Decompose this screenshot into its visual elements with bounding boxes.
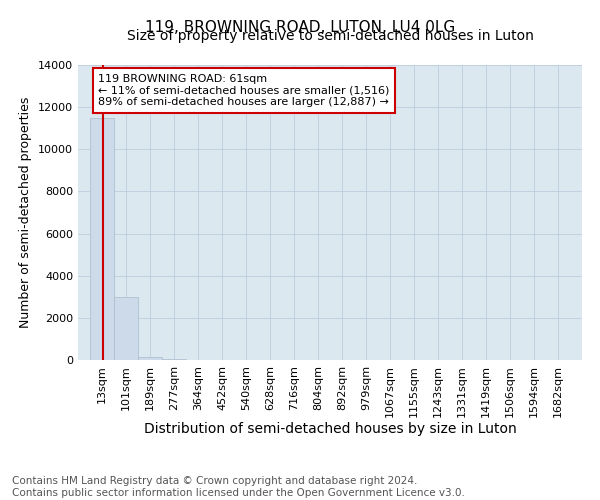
- Bar: [90, 118, 114, 360]
- X-axis label: Distribution of semi-detached houses by size in Luton: Distribution of semi-detached houses by …: [143, 422, 517, 436]
- Bar: [138, 358, 162, 360]
- Y-axis label: Number of semi-detached properties: Number of semi-detached properties: [19, 97, 32, 328]
- Text: 119, BROWNING ROAD, LUTON, LU4 0LG: 119, BROWNING ROAD, LUTON, LU4 0LG: [145, 20, 455, 35]
- Bar: [114, 297, 138, 360]
- Text: 119 BROWNING ROAD: 61sqm
← 11% of semi-detached houses are smaller (1,516)
89% o: 119 BROWNING ROAD: 61sqm ← 11% of semi-d…: [98, 74, 389, 107]
- Title: Size of property relative to semi-detached houses in Luton: Size of property relative to semi-detach…: [127, 29, 533, 43]
- Text: Contains HM Land Registry data © Crown copyright and database right 2024.
Contai: Contains HM Land Registry data © Crown c…: [12, 476, 465, 498]
